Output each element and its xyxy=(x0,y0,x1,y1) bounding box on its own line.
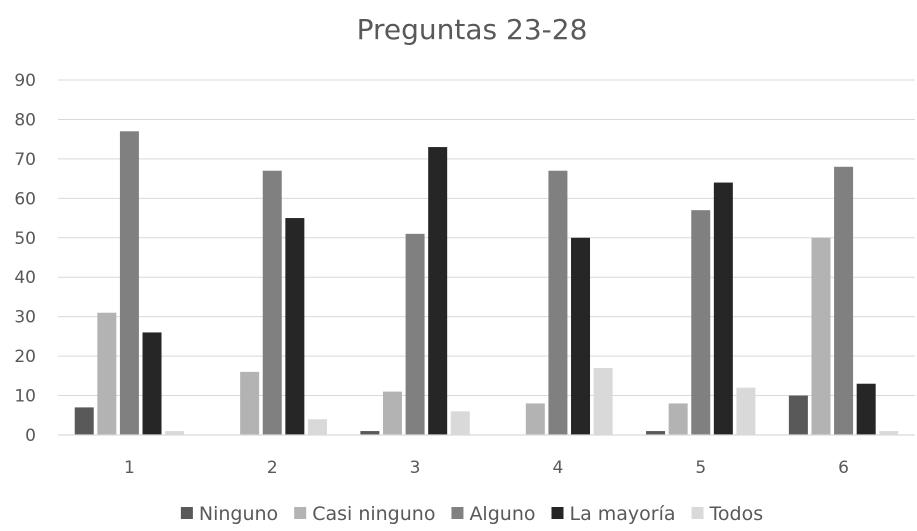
bar xyxy=(307,419,327,435)
legend-swatch xyxy=(691,507,704,519)
gridlines xyxy=(58,79,915,397)
legend-label: Casi ninguno xyxy=(312,503,435,525)
bar xyxy=(405,233,425,435)
bar xyxy=(165,431,185,435)
bar xyxy=(811,237,831,435)
bars xyxy=(74,131,899,435)
y-axis-tick-labels: 0 10 20 30 40 50 60 70 80 90 xyxy=(14,71,36,446)
x-tick-label: 3 xyxy=(410,458,421,478)
legend-label: Ninguno xyxy=(199,503,278,525)
bar xyxy=(450,411,470,435)
legend-label: La mayoría xyxy=(570,503,676,525)
legend-swatch xyxy=(180,507,193,519)
bar xyxy=(525,403,545,435)
bar xyxy=(285,218,305,435)
legend-swatch xyxy=(551,507,564,519)
bar xyxy=(834,166,854,435)
x-tick-label: 2 xyxy=(267,458,278,478)
legend-label: Todos xyxy=(709,503,764,525)
y-tick-label: 60 xyxy=(14,189,36,209)
bar xyxy=(668,403,688,435)
bar xyxy=(262,170,282,435)
legend-swatch xyxy=(451,507,464,519)
bar xyxy=(788,395,808,435)
chart-title: Preguntas 23-28 xyxy=(357,13,588,46)
y-tick-label: 90 xyxy=(14,71,36,91)
bar xyxy=(382,391,402,435)
bar xyxy=(548,170,568,435)
x-tick-label: 4 xyxy=(553,458,564,478)
legend-label: Alguno xyxy=(469,503,535,525)
bar xyxy=(691,210,711,435)
y-tick-label: 30 xyxy=(14,308,36,328)
x-tick-label: 1 xyxy=(124,458,135,478)
bar xyxy=(593,367,613,435)
x-tick-label: 6 xyxy=(838,458,849,478)
y-tick-label: 10 xyxy=(14,387,36,407)
y-tick-label: 40 xyxy=(14,268,36,288)
legend: Ninguno Casi ninguno Alguno La mayoría Todos xyxy=(180,503,764,525)
bar xyxy=(119,131,139,435)
bar xyxy=(571,237,591,435)
bar xyxy=(142,332,162,435)
bar xyxy=(646,431,666,435)
y-tick-label: 80 xyxy=(14,110,36,130)
bar xyxy=(97,312,117,435)
bar xyxy=(713,182,733,435)
bar xyxy=(736,387,756,435)
bar xyxy=(856,383,876,435)
y-tick-label: 0 xyxy=(25,426,36,446)
bar xyxy=(879,431,899,435)
bar xyxy=(74,407,94,435)
x-axis-tick-labels: 1 2 3 4 5 6 xyxy=(124,458,849,478)
legend-swatch xyxy=(294,507,307,519)
x-tick-label: 5 xyxy=(695,458,706,478)
bar xyxy=(360,431,380,435)
bar xyxy=(240,371,260,435)
y-tick-label: 50 xyxy=(14,229,36,249)
y-tick-label: 70 xyxy=(14,150,36,170)
y-tick-label: 20 xyxy=(14,347,36,367)
bar xyxy=(428,147,448,435)
